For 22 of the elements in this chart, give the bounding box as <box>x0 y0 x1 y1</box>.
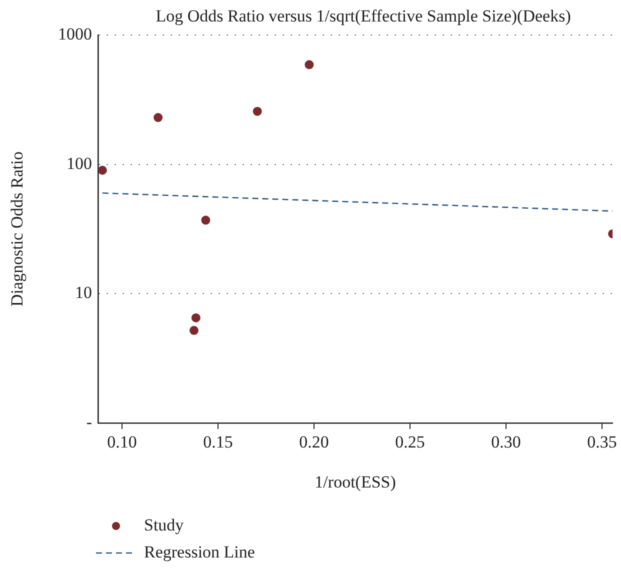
y-tick-label: 10 <box>75 283 92 302</box>
x-tick-label: 0.35 <box>587 432 617 452</box>
x-tick-label: 0.10 <box>107 432 137 452</box>
point <box>190 326 199 335</box>
chart-title: Log Odds Ratio versus 1/sqrt(Effective Sample Size)(Deeks) <box>156 6 571 26</box>
y-axis-title: Diagnostic Odds Ratio <box>8 152 27 306</box>
point <box>252 106 262 116</box>
y-tick-label: 100 <box>66 154 92 173</box>
legend-label: Study <box>144 515 184 534</box>
point <box>191 313 200 322</box>
point <box>154 113 163 122</box>
x-axis-title: 1/root(ESS) <box>314 472 396 492</box>
point <box>98 166 107 175</box>
x-tick-label: 0.15 <box>203 432 233 452</box>
point <box>201 216 210 225</box>
x-tick-label: 0.30 <box>491 432 521 452</box>
x-tick-label: 0.20 <box>299 432 329 452</box>
legend-label: Regression Line <box>144 542 255 562</box>
x-tick-label: 0.25 <box>395 432 425 452</box>
point <box>304 60 314 70</box>
y-tick-label: 1000 <box>58 24 92 44</box>
y-tick-label: - <box>86 412 92 432</box>
